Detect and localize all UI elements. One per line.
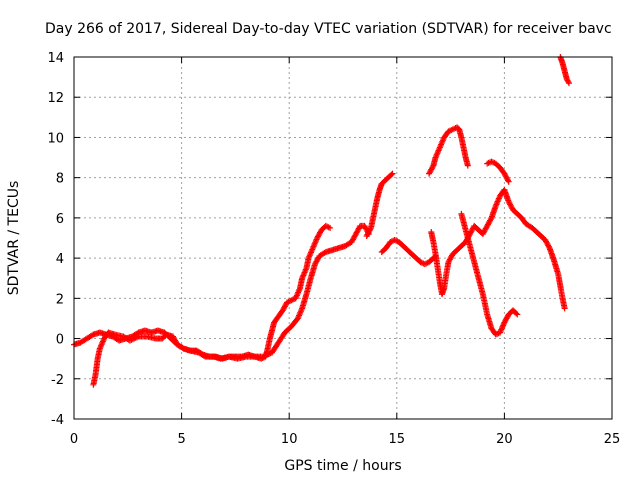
x-tick-label: 0 xyxy=(70,432,78,447)
y-tick-label: 12 xyxy=(47,91,64,106)
series-arc-3 xyxy=(363,170,396,239)
data-point xyxy=(388,171,395,178)
grid xyxy=(74,57,612,419)
axis-ticks xyxy=(73,56,613,420)
x-tick-label: 10 xyxy=(281,432,298,447)
x-axis-label: GPS time / hours xyxy=(284,458,401,474)
y-tick-label: 4 xyxy=(56,252,64,267)
data-points xyxy=(71,54,572,388)
data-point xyxy=(545,243,552,250)
y-tick-label: -4 xyxy=(51,413,64,428)
y-tick-labels: -4 -2 0 2 4 6 8 10 12 14 xyxy=(47,51,64,428)
data-point xyxy=(514,311,521,318)
y-tick-label: 6 xyxy=(56,212,64,227)
series-arc-2 xyxy=(90,222,372,388)
y-tick-label: 8 xyxy=(56,172,64,187)
data-point xyxy=(565,80,572,87)
data-point xyxy=(327,224,334,231)
x-tick-label: 25 xyxy=(604,432,621,447)
y-tick-label: 14 xyxy=(47,51,64,66)
y-tick-label: -2 xyxy=(51,373,64,388)
data-point xyxy=(464,162,471,169)
data-point xyxy=(565,78,572,85)
y-tick-label: 0 xyxy=(56,333,64,348)
x-tick-labels: 0 5 10 15 20 25 xyxy=(70,432,620,447)
chart-title: Day 266 of 2017, Sidereal Day-to-day VTE… xyxy=(45,21,612,37)
x-tick-label: 15 xyxy=(389,432,406,447)
data-point xyxy=(429,163,436,170)
x-tick-label: 20 xyxy=(496,432,513,447)
data-point xyxy=(504,177,511,184)
y-tick-label: 2 xyxy=(56,292,64,307)
data-point xyxy=(367,226,374,233)
y-tick-label: 10 xyxy=(47,131,64,146)
data-point xyxy=(513,310,520,317)
data-point xyxy=(505,178,512,185)
series-arc-8 xyxy=(484,158,512,185)
series-arc-5 xyxy=(426,124,471,177)
data-point xyxy=(325,224,332,231)
y-axis-label: SDTVAR / TECUs xyxy=(6,181,22,296)
series-arc-6 xyxy=(428,186,568,312)
data-point xyxy=(487,216,494,223)
data-point xyxy=(485,159,492,166)
series-arc-4 xyxy=(378,237,439,268)
x-tick-label: 5 xyxy=(177,432,185,447)
series-arc-9 xyxy=(557,54,572,87)
plot-frame xyxy=(73,56,613,420)
series-arc-1 xyxy=(71,222,334,362)
data-point xyxy=(561,305,568,312)
series-arc-7 xyxy=(458,210,521,338)
data-point xyxy=(200,352,207,359)
data-point xyxy=(389,170,396,177)
